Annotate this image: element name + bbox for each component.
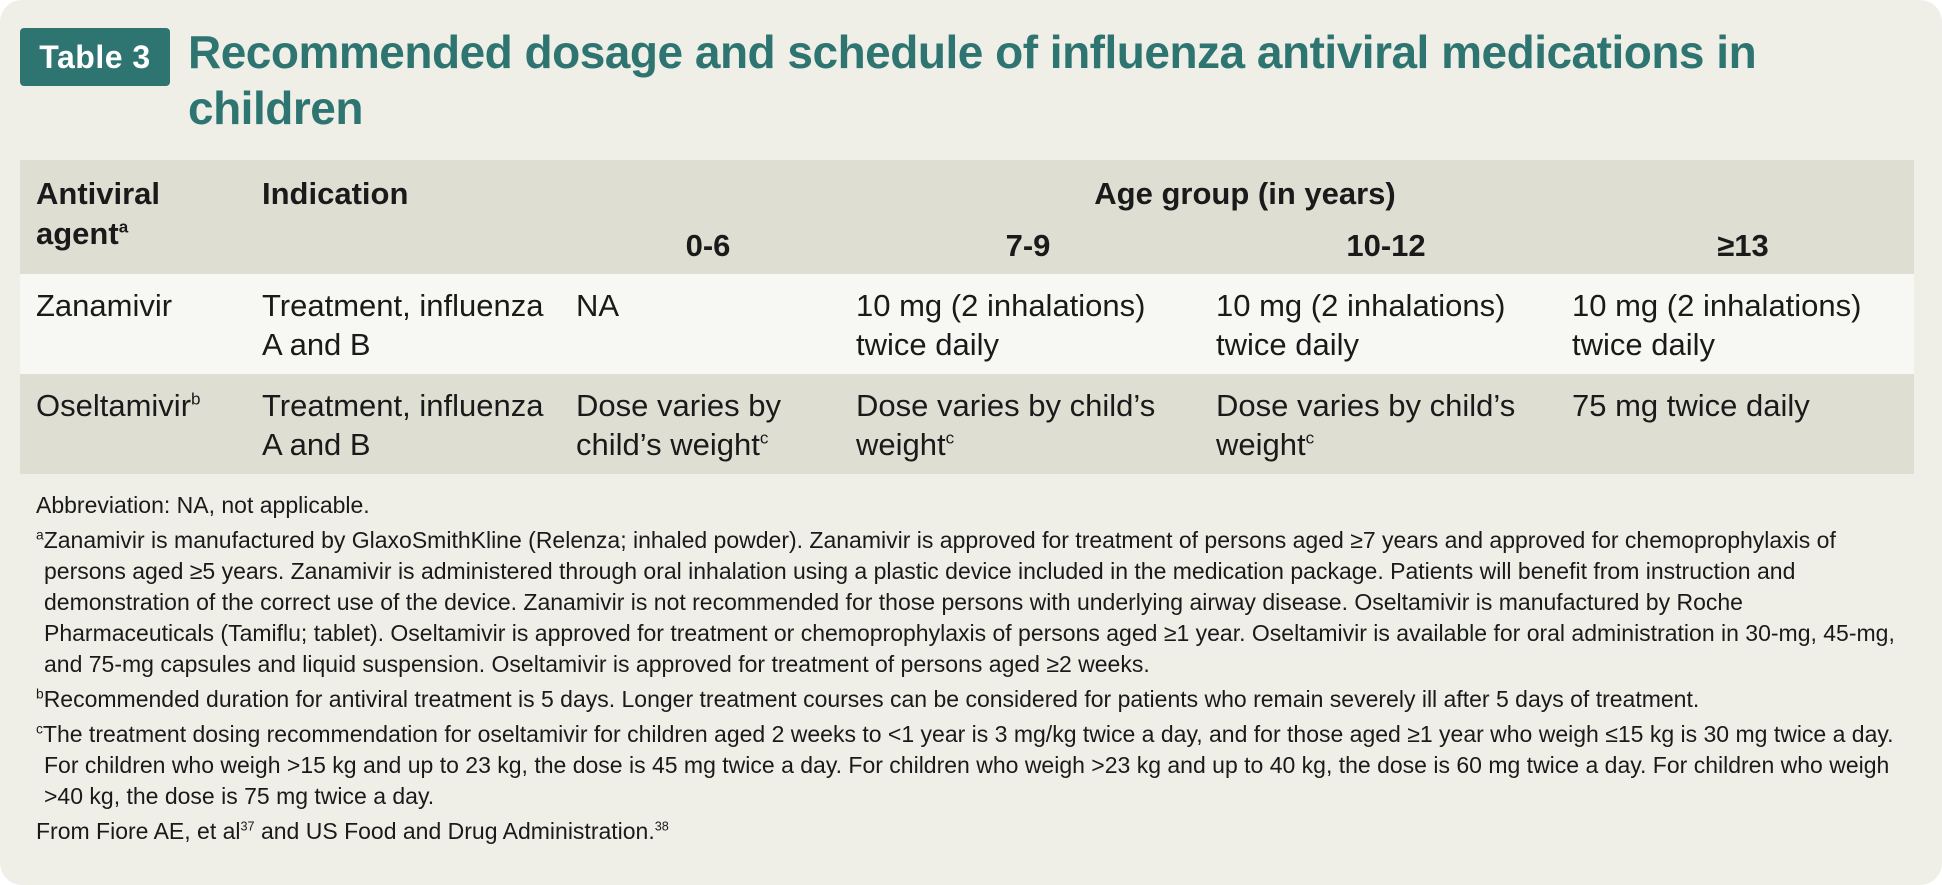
agent-cell: Oseltamivirb xyxy=(36,388,201,423)
source-note: From Fiore AE, et al37 and US Food and D… xyxy=(36,818,669,844)
dose-cell: 10 mg (2 inhalations) twice daily xyxy=(1216,288,1506,362)
col-header-age: ≥13 xyxy=(1717,228,1769,263)
abbreviation-note: Abbreviation: NA, not applicable. xyxy=(36,492,370,518)
col-header-age: 0-6 xyxy=(685,228,731,263)
col-header-indication: Indication xyxy=(262,176,409,211)
col-header-age: 7-9 xyxy=(1005,228,1051,263)
header-row: Antiviral agenta Indication Age group (i… xyxy=(20,160,1914,251)
indication-cell: Treatment, influenza A and B xyxy=(262,388,544,462)
table-row: Oseltamivirb Treatment, influenza A and … xyxy=(20,374,1914,474)
dose-cell: Dose varies by child’s weightc xyxy=(576,388,782,462)
dose-cell: Dose varies by child’s weightc xyxy=(856,388,1156,462)
dose-cell: 10 mg (2 inhalations) twice daily xyxy=(1572,288,1862,362)
dose-cell: NA xyxy=(576,288,620,323)
col-header-age: 10-12 xyxy=(1346,228,1426,263)
dosage-table: Antiviral agenta Indication Age group (i… xyxy=(20,160,1914,474)
indication-cell: Treatment, influenza A and B xyxy=(262,288,544,362)
footnote-b: bRecommended duration for antiviral trea… xyxy=(36,686,1700,712)
agent-cell: Zanamivir xyxy=(36,288,173,323)
dose-cell: 75 mg twice daily xyxy=(1572,388,1810,423)
col-header-agent: Antiviral agenta xyxy=(36,176,161,251)
footnote-c: cThe treatment dosing recommendation for… xyxy=(36,721,1894,809)
footnote-a: aZanamivir is manufactured by GlaxoSmith… xyxy=(36,527,1895,677)
dose-cell: 10 mg (2 inhalations) twice daily xyxy=(856,288,1146,362)
col-header-age-group: Age group (in years) xyxy=(1094,176,1396,211)
dose-cell: Dose varies by child’s weightc xyxy=(1216,388,1516,462)
table-title: Recommended dosage and schedule of influ… xyxy=(188,26,1757,134)
table-number-badge: Table 3 xyxy=(20,28,170,86)
table-notes: Abbreviation: NA, not applicable. aZanam… xyxy=(36,490,1916,851)
table-row: Zanamivir Treatment, influenza A and B N… xyxy=(20,274,1914,374)
